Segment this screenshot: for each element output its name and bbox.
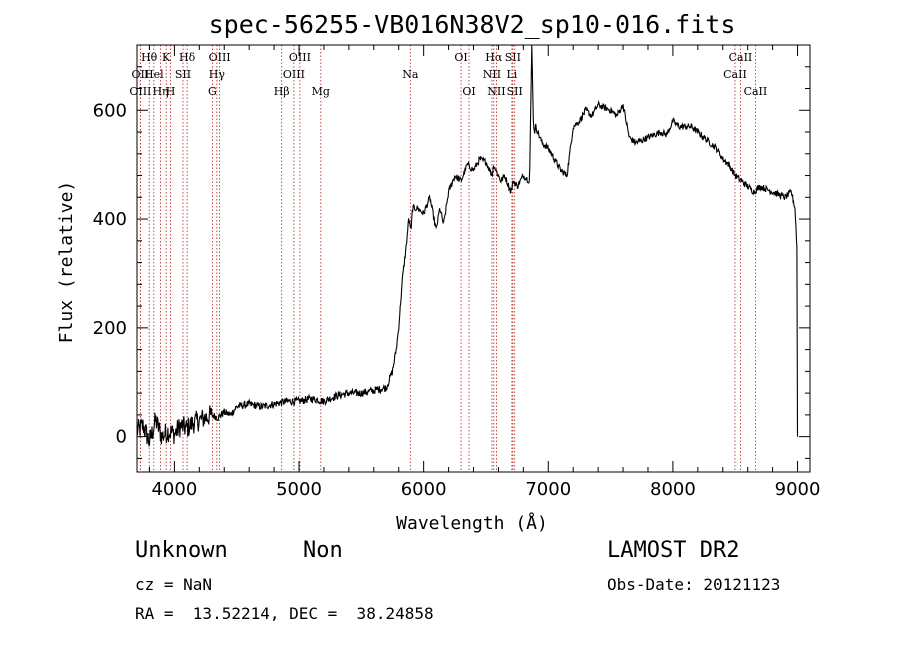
y-tick-label: 600 [93,100,127,121]
emission-line-label: Hδ [179,51,196,64]
spectral-subclass: Non [303,538,343,563]
emission-line-label: Hel [144,68,164,81]
emission-line-label: Hα [485,51,503,64]
emission-line-label: OIII [283,68,305,81]
emission-line-label: OI [462,85,475,98]
coordinates: RA = 13.52214, DEC = 38.24858 [135,604,434,623]
redshift-cz: cz = NaN [135,575,213,594]
survey-name: LAMOST DR2 [607,538,740,563]
emission-line-label: G [208,85,217,98]
x-tick-label: 5000 [276,479,322,500]
x-axis-label: Wavelength (Å) [396,512,548,534]
emission-line-label: NII [483,68,501,81]
emission-line-label: SII [175,68,191,81]
emission-line-label: H [166,85,176,98]
emission-line-label: Li [506,68,517,81]
plot-frame [136,44,811,473]
spectral-class: Unknown [135,538,228,563]
y-tick-label: 0 [116,427,127,448]
emission-line-label: OI [454,51,467,64]
x-tick-label: 4000 [151,479,197,500]
emission-line-label: OIII [289,51,311,64]
x-tick-label: 8000 [650,479,696,500]
x-tick-label: 9000 [775,479,821,500]
axis-ticks: 4000 5000 6000 7000 8000 9000 0 200 400 600 [93,44,821,500]
x-tick-label: 7000 [525,479,571,500]
emission-line-label: Mg [312,85,330,98]
emission-line-label: CaII [729,51,753,64]
emission-line-label: SII [507,85,523,98]
emission-line-label: CaII [744,85,768,98]
spectrum-line [136,44,799,448]
y-tick-label: 200 [93,318,127,339]
emission-line-label: Hγ [209,68,226,81]
emission-line-label: CaII [723,68,747,81]
emission-line-label: Hθ [141,51,158,64]
emission-line-label: SII [505,51,521,64]
observation-date: Obs-Date: 20121123 [607,575,781,594]
emission-line-label: Hβ [274,85,290,98]
chart-title: spec-56255-VB016N38V2_sp10-016.fits [209,10,736,39]
emission-line-label: OIII [129,85,151,98]
emission-line-label: Na [402,68,419,81]
y-axis-label: Flux (relative) [56,181,77,344]
emission-line-label: K [162,51,171,64]
y-tick-label: 400 [93,209,127,230]
x-tick-label: 6000 [401,479,447,500]
emission-line-label: OIII [209,51,231,64]
emission-line-label: NII [487,85,505,98]
emission-line-label: Hη [152,85,168,98]
